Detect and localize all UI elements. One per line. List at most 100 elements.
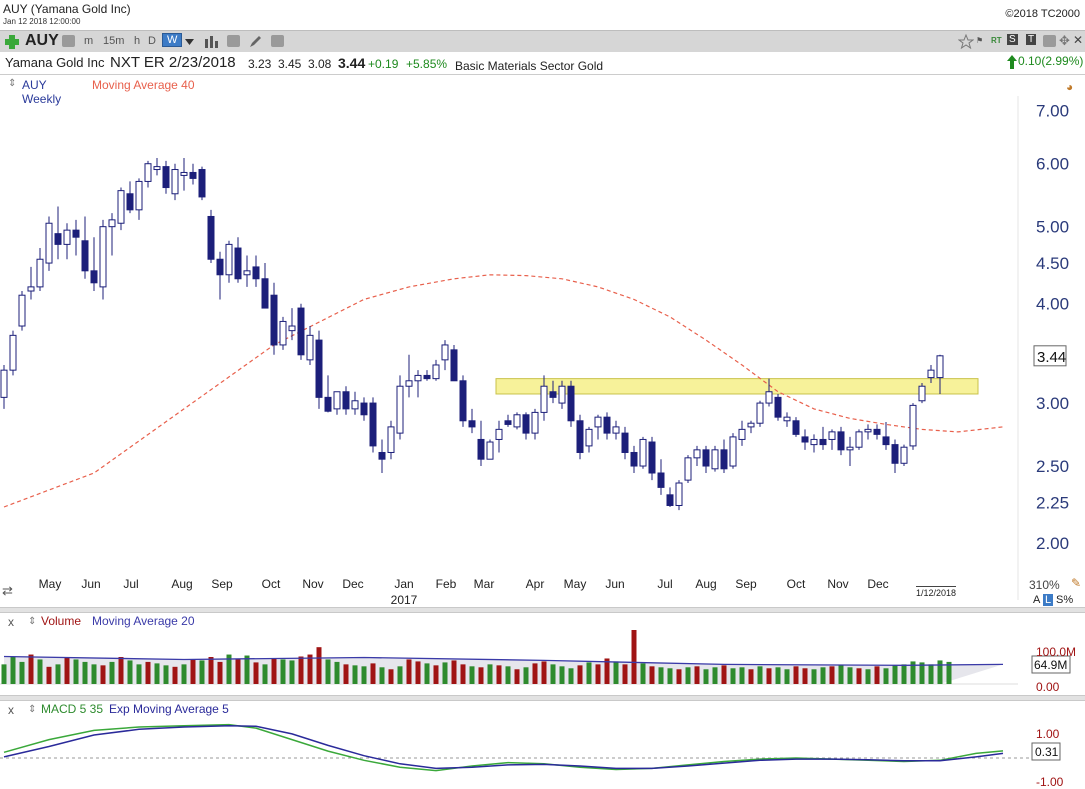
scale-percent-button[interactable]: S% — [1056, 594, 1074, 606]
candle — [864, 424, 872, 440]
volume-bar — [784, 669, 790, 684]
candle — [891, 439, 899, 474]
volume-bar — [658, 667, 664, 684]
volume-bar — [388, 669, 394, 684]
print-icon[interactable] — [62, 35, 75, 47]
note-icon[interactable] — [271, 35, 284, 47]
volume-bar — [802, 668, 808, 684]
window-icon[interactable] — [1043, 35, 1056, 47]
volume-bar — [757, 666, 763, 684]
macd-last-tag: 0.31 — [1035, 745, 1059, 759]
drag-handle-icon[interactable]: ⇕ — [8, 78, 17, 89]
scale-auto-button[interactable]: A — [1033, 594, 1041, 606]
volume-bar — [649, 666, 655, 684]
symbol-input[interactable]: AUY — [25, 32, 59, 49]
panel-divider[interactable] — [0, 607, 1085, 613]
candle-body — [45, 222, 53, 264]
candle — [783, 412, 791, 427]
x-tick-label: Sep — [211, 577, 233, 591]
timeframe-15min[interactable]: 15m — [103, 35, 125, 47]
volume-bar — [838, 665, 844, 684]
candle — [486, 439, 494, 460]
candle-body — [162, 166, 170, 189]
close-macd-icon[interactable]: x — [8, 703, 14, 717]
candle-body — [270, 294, 278, 346]
draw-pencil-icon[interactable] — [249, 35, 262, 48]
candle — [378, 439, 386, 474]
candle — [144, 160, 152, 188]
drag-handle-icon[interactable]: ⇕ — [28, 616, 37, 627]
candle-body — [54, 233, 62, 245]
x-tick-label: Jul — [123, 577, 138, 591]
candle — [576, 414, 584, 460]
candle-body — [180, 171, 188, 176]
candle-body — [36, 258, 44, 288]
volume-bar — [514, 669, 520, 684]
candle — [909, 403, 917, 450]
candle — [621, 426, 629, 460]
s-button[interactable]: S — [1007, 34, 1018, 45]
close-volume-icon[interactable]: x — [8, 615, 14, 629]
close-icon[interactable]: ✕ — [1073, 33, 1084, 47]
volume-bar — [217, 661, 223, 684]
volume-bar — [343, 664, 349, 684]
volume-ma-line — [3, 655, 1004, 666]
star-icon[interactable] — [958, 34, 974, 49]
x-year-label: 2017 — [391, 593, 418, 607]
candle — [324, 375, 332, 413]
scale-log-button[interactable]: L — [1043, 594, 1054, 606]
volume-bar — [145, 661, 151, 684]
candle-body — [567, 385, 575, 422]
flag-icon[interactable]: ⚑ — [976, 36, 984, 45]
candle-body — [342, 391, 350, 410]
candle-body — [792, 420, 800, 435]
candle — [504, 414, 512, 427]
y-tick-label: 4.00 — [1036, 295, 1069, 314]
candle-body — [522, 414, 530, 434]
candle-body — [360, 402, 368, 416]
bar-chart-icon[interactable] — [204, 35, 218, 48]
move-icon[interactable]: ✥ — [1059, 33, 1070, 48]
x-tick-label: Dec — [867, 577, 888, 591]
volume-bar — [361, 666, 367, 684]
candle — [45, 216, 53, 271]
candle — [126, 181, 134, 214]
macd-axis-top: 1.00 — [1036, 727, 1060, 741]
volume-bar — [163, 665, 169, 684]
drag-handle-icon[interactable]: ⇕ — [28, 704, 37, 715]
candle — [342, 386, 350, 415]
edit-icon[interactable]: ✎ — [1071, 576, 1082, 590]
candle-body — [531, 411, 539, 434]
timeframe-minute[interactable]: m — [84, 35, 94, 47]
candle — [171, 163, 179, 201]
y-tick-label: 4.50 — [1036, 254, 1069, 273]
price-change: +0.19 — [368, 57, 399, 71]
panel-divider[interactable] — [0, 695, 1085, 701]
candle — [810, 434, 818, 453]
refresh-icon[interactable]: ⇄ — [2, 583, 13, 598]
layout-icon[interactable] — [227, 35, 240, 47]
volume-bar — [172, 666, 178, 684]
candle — [36, 248, 44, 292]
chevron-down-icon[interactable] — [185, 39, 194, 45]
timeframe-hour[interactable]: h — [134, 35, 141, 47]
timeframe-weekly[interactable]: W — [162, 33, 183, 47]
palette-icon[interactable]: ◕ — [1066, 80, 1074, 94]
volume-bar — [109, 661, 115, 684]
volume-bar — [271, 658, 277, 684]
candle-body — [0, 369, 8, 398]
candle-body — [468, 420, 476, 428]
timeframe-daily[interactable]: D — [148, 35, 156, 47]
candle-body — [711, 449, 719, 470]
arrow-up-icon — [1007, 55, 1017, 69]
macd-signal-label: Exp Moving Average 5 — [109, 702, 229, 716]
add-symbol-icon[interactable] — [4, 34, 20, 50]
volume-bar — [739, 667, 745, 684]
candle — [747, 420, 755, 434]
t-button[interactable]: T — [1026, 34, 1037, 45]
candle — [495, 420, 503, 453]
candle — [351, 391, 359, 415]
candle-body — [315, 339, 323, 398]
realtime-button[interactable]: RT — [991, 36, 1002, 45]
